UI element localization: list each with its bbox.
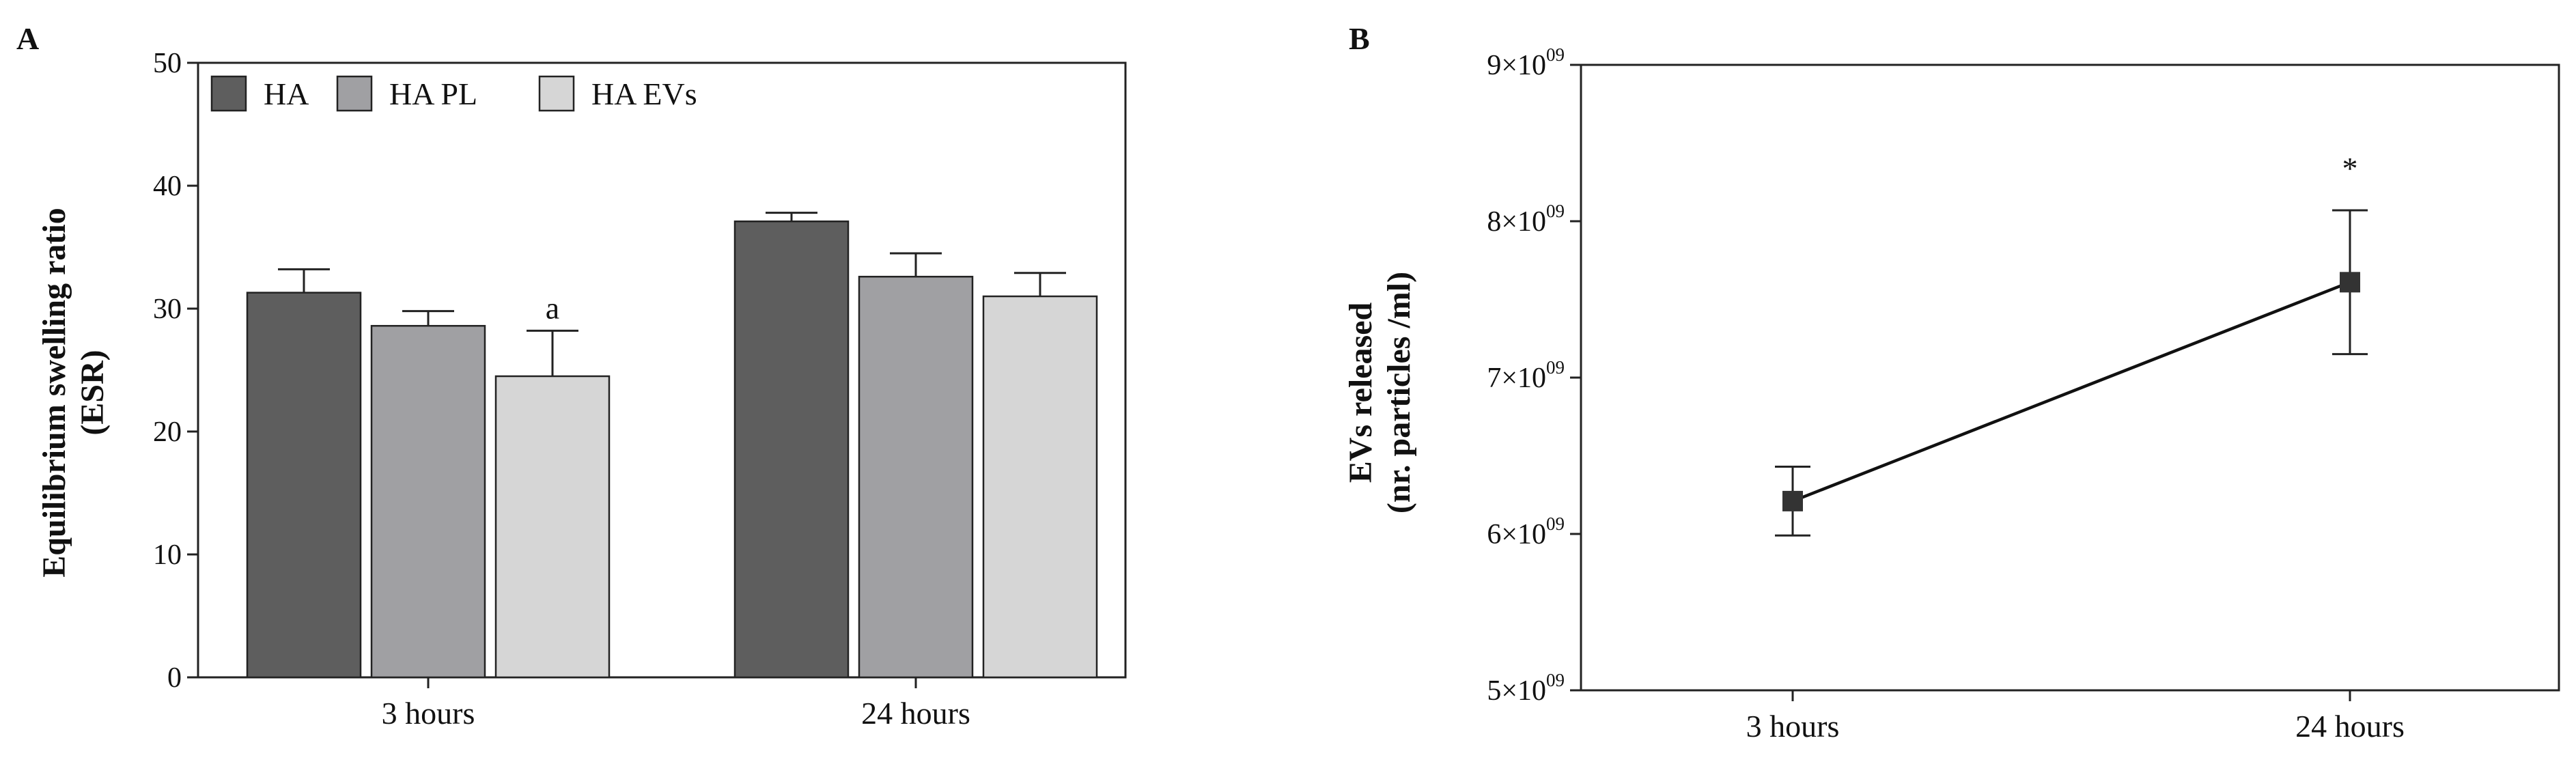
panel-b-ylabel-line-1: EVs released — [1343, 302, 1379, 483]
panel-a-bar — [494, 375, 611, 679]
panel-b-y-axis-title: EVs released (nr. particles /ml) — [1343, 272, 1417, 513]
panel-b-y-tick-exponent: 09 — [1546, 44, 1565, 65]
panel-a-ylabel-line-2: (ESR) — [74, 350, 111, 435]
panel-a-y-tick-label: 10 — [153, 539, 182, 571]
panel-a-legend-label: HA PL — [389, 76, 477, 111]
panel-b-y-tick-mantissa: 5 — [1487, 675, 1501, 707]
panel-b-y-tick-exponent: 09 — [1546, 357, 1565, 378]
panel-b-category-label: 24 hours — [2295, 709, 2405, 744]
panel-a-bar — [246, 292, 362, 679]
panel-a-significance-letter: a — [546, 290, 559, 325]
panel-a-annotations: a — [546, 290, 559, 325]
panel-a-y-tick-label: 30 — [153, 294, 182, 325]
panel-b-y-tick-times: ×10 — [1501, 363, 1546, 394]
panel-a-y-tick-label: 20 — [153, 417, 182, 448]
panel-b-plot-frame — [1580, 63, 2560, 692]
panel-b-y-tick-mantissa: 7 — [1487, 363, 1501, 394]
panel-b-y-tick-times: ×10 — [1501, 50, 1546, 81]
panel-label-a: A — [16, 21, 39, 56]
panel-b-y-tick-label: 8×1009 — [1487, 201, 1565, 238]
panel-b-y-tick-exponent: 09 — [1546, 513, 1565, 534]
panel-a-bar — [733, 220, 850, 679]
panel-a-ylabel-line-1: Equilibrium swelling ratio — [36, 208, 72, 577]
panel-b-series — [1775, 209, 2368, 537]
panel-b-category-label: 3 hours — [1746, 709, 1840, 744]
panel-a-y-ticks: 0 10 20 30 40 50 — [153, 48, 198, 694]
panel-b-y-tick-mantissa: 8 — [1487, 206, 1501, 238]
panel-a-category-label: 3 hours — [382, 696, 475, 731]
panel-b-y-tick-exponent: 09 — [1546, 670, 1565, 690]
panel-a-bars — [246, 212, 1098, 679]
panel-b-ylabel-line-2: (nr. particles /ml) — [1381, 272, 1417, 513]
panel-b-y-tick-times: ×10 — [1501, 675, 1546, 707]
panel-b-data-point — [2340, 272, 2360, 293]
panel-a-legend-swatch — [336, 75, 373, 112]
panel-a-legend-label: HA EVs — [591, 76, 697, 111]
panel-a-category-labels: 3 hours 24 hours — [382, 677, 970, 731]
panel-b-y-tick-times: ×10 — [1501, 519, 1546, 550]
panel-b-y-tick-label: 5×1009 — [1487, 670, 1565, 707]
panel-a-bar-chart: A Equilibrium swelling ratio (ESR) 0 10 20… — [16, 21, 1127, 731]
panel-b-data-point — [1782, 490, 1803, 511]
panel-a-legend: HA HA PL HA EVs — [210, 75, 697, 112]
panel-b-category-labels: 3 hours 24 hours — [1746, 690, 2405, 744]
panel-a-legend-label: HA — [264, 76, 309, 111]
panel-b-y-tick-times: ×10 — [1501, 206, 1546, 238]
panel-label-b: B — [1349, 21, 1370, 56]
panel-a-y-tick-label: 50 — [153, 48, 182, 79]
panel-b-line-chart: B EVs released (nr. particles /ml) 5×100… — [1343, 21, 2560, 744]
panel-b-y-tick-mantissa: 9 — [1487, 50, 1501, 81]
panel-b-series-line — [1792, 281, 2351, 503]
panel-a-legend-swatch — [538, 75, 575, 112]
panel-b-y-tick-label: 9×1009 — [1487, 44, 1565, 81]
panel-b-y-tick-mantissa: 6 — [1487, 519, 1501, 550]
panel-a-y-axis-title: Equilibrium swelling ratio (ESR) — [36, 208, 111, 577]
panel-b-annotations: * — [2342, 151, 2358, 186]
panel-b-y-tick-label: 7×1009 — [1487, 357, 1565, 394]
panel-a-bar — [370, 324, 486, 679]
panel-a-bar — [858, 275, 974, 679]
panel-a-y-tick-label: 0 — [167, 662, 182, 694]
panel-a-plot-frame — [197, 61, 1127, 679]
panel-a-legend-swatch — [210, 75, 247, 112]
panel-b-y-tick-exponent: 09 — [1546, 201, 1565, 221]
panel-a-bar — [982, 295, 1098, 679]
panel-a-category-label: 24 hours — [861, 696, 970, 731]
panel-b-significance-star: * — [2342, 151, 2358, 186]
panel-b-y-tick-label: 6×1009 — [1487, 513, 1565, 550]
panel-a-y-tick-label: 40 — [153, 171, 182, 202]
